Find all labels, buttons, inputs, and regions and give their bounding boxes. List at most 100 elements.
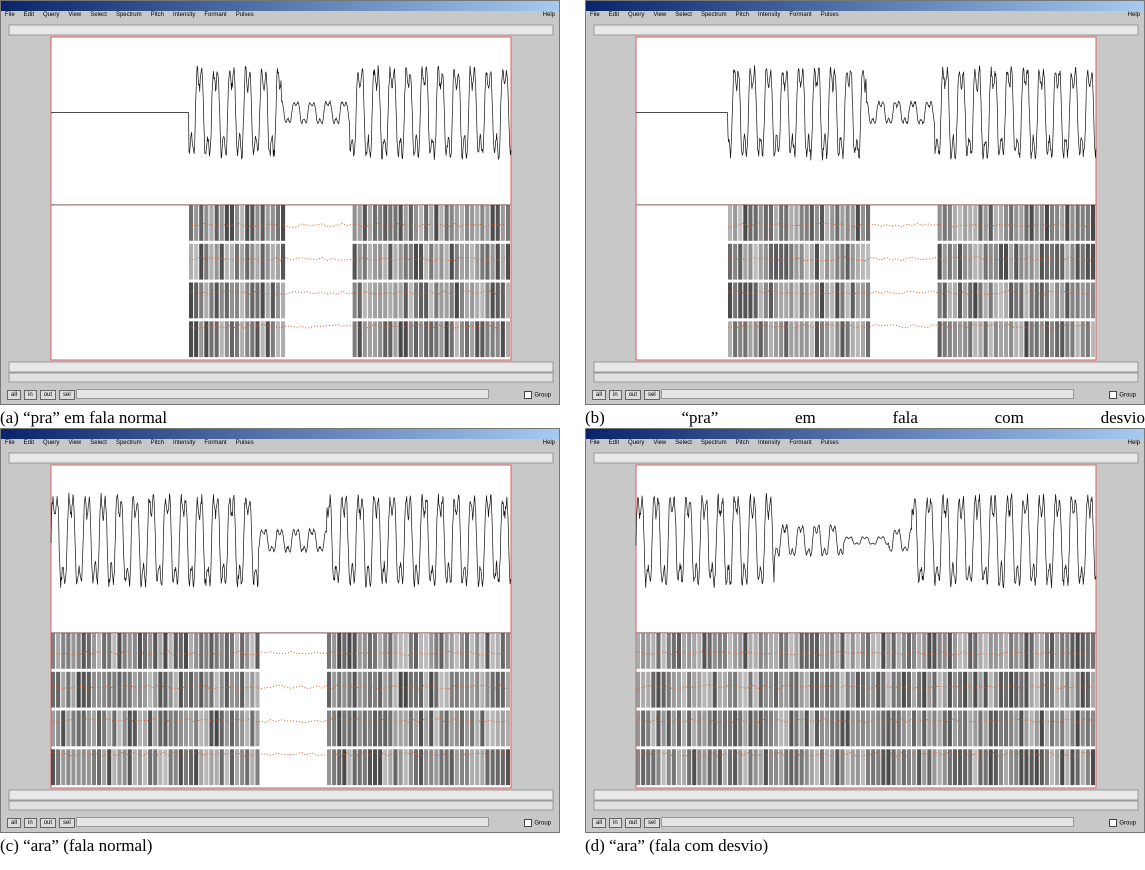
spectrogram-cell bbox=[204, 633, 209, 669]
spectrogram-cell bbox=[1060, 282, 1065, 319]
spectrogram-cell bbox=[784, 671, 789, 708]
spectrogram-cell bbox=[758, 321, 763, 358]
spectrogram-cell bbox=[774, 321, 779, 358]
spectrogram-cell bbox=[347, 671, 352, 708]
spectrogram-cell bbox=[240, 710, 245, 747]
spectrogram-cell bbox=[367, 321, 372, 358]
spectrogram-cell bbox=[429, 282, 434, 319]
praat-window: File Edit Query View Select Spectrum Pitch Inte… bbox=[585, 428, 1145, 833]
spectrogram-cell bbox=[209, 243, 214, 280]
spectrogram-cell bbox=[240, 205, 245, 241]
zoom-buttons: all in out sel bbox=[592, 818, 660, 828]
spectrogram-cell bbox=[408, 282, 413, 319]
spectrogram-cell bbox=[347, 749, 352, 786]
spectrogram-cell bbox=[988, 243, 993, 280]
spectrogram-cell bbox=[804, 749, 809, 786]
spectrogram-cell bbox=[860, 321, 865, 358]
spectrogram-cell bbox=[500, 205, 505, 241]
spectrogram-cell bbox=[495, 282, 500, 319]
menu-item: File bbox=[590, 12, 600, 18]
praat-window: File Edit Query View Select Spectrum Pitch Inte… bbox=[585, 0, 1145, 405]
spectrogram-cell bbox=[163, 710, 168, 747]
spectrogram-cell bbox=[173, 749, 178, 786]
spectrogram-cell bbox=[993, 633, 998, 669]
formant-track bbox=[188, 290, 507, 296]
spectrogram-cell bbox=[738, 710, 743, 747]
spectrogram-cell bbox=[362, 205, 367, 241]
spectrogram-cell bbox=[199, 710, 204, 747]
spectrogram-cell bbox=[81, 749, 86, 786]
spectrogram-cell bbox=[66, 671, 71, 708]
spectrogram-cell bbox=[352, 205, 357, 241]
spectrogram-cell bbox=[722, 671, 727, 708]
spectrogram-cell bbox=[490, 671, 495, 708]
spectrogram-cell bbox=[896, 633, 901, 669]
spectrogram-cell bbox=[424, 282, 429, 319]
menu-item: Pitch bbox=[735, 440, 749, 446]
spectrogram-cell bbox=[963, 321, 968, 358]
spectrogram-cell bbox=[917, 749, 922, 786]
spectrogram-cell bbox=[490, 282, 495, 319]
spectrogram-cell bbox=[758, 749, 763, 786]
spectrogram-cell bbox=[998, 282, 1003, 319]
spectrogram-cell bbox=[505, 282, 510, 319]
spectrogram-cell bbox=[912, 633, 917, 669]
spectrogram-cell bbox=[465, 671, 470, 708]
spectrogram-cell bbox=[789, 321, 794, 358]
spectrogram-cell bbox=[738, 282, 743, 319]
spectrogram-cell bbox=[891, 633, 896, 669]
spectrogram-cell bbox=[794, 282, 799, 319]
menu-item: File bbox=[5, 440, 15, 446]
spectrogram-cell bbox=[973, 710, 978, 747]
spectrogram-cell bbox=[937, 749, 942, 786]
spectrogram-cell bbox=[204, 749, 209, 786]
spectrogram-cell bbox=[958, 282, 963, 319]
spectrogram-cell bbox=[219, 243, 224, 280]
spectrogram-cell bbox=[947, 282, 952, 319]
spectrogram-cell bbox=[373, 749, 378, 786]
spectrogram-cell bbox=[393, 633, 398, 669]
spectrogram-cell bbox=[183, 633, 188, 669]
spectrogram-cell bbox=[855, 749, 860, 786]
spectrogram-cell bbox=[352, 321, 357, 358]
spectrogram-cell bbox=[408, 633, 413, 669]
spectrogram-cell bbox=[993, 749, 998, 786]
spectrogram-cell bbox=[958, 633, 963, 669]
spectrogram-cell bbox=[500, 321, 505, 358]
spectrogram-cell bbox=[712, 671, 717, 708]
spectrogram-cell bbox=[855, 321, 860, 358]
spectrogram-cell bbox=[102, 710, 107, 747]
spectrogram-cell bbox=[1039, 671, 1044, 708]
spectrogram-cell bbox=[963, 633, 968, 669]
spectrogram-cell bbox=[983, 243, 988, 280]
spectrogram-cell bbox=[651, 671, 656, 708]
spectrogram-cell bbox=[419, 710, 424, 747]
spectrogram-cell bbox=[1070, 243, 1075, 280]
spectrogram-cell bbox=[505, 633, 510, 669]
help-menu: Help bbox=[1127, 12, 1140, 18]
spectrogram-cell bbox=[132, 749, 137, 786]
spectrogram-cell bbox=[1075, 205, 1080, 241]
spectrogram-cell bbox=[722, 633, 727, 669]
spectrogram-cell bbox=[327, 710, 332, 747]
spectrogram-cell bbox=[799, 321, 804, 358]
spectrogram-cell bbox=[763, 205, 768, 241]
spectrogram-cell bbox=[789, 671, 794, 708]
spectrogram-cell bbox=[1070, 321, 1075, 358]
spectrogram-cell bbox=[480, 205, 485, 241]
spectrogram-cell bbox=[947, 205, 952, 241]
spectrogram-cell bbox=[1009, 282, 1014, 319]
spectrogram-cell bbox=[1080, 633, 1085, 669]
spectrogram-cell bbox=[973, 749, 978, 786]
spectrogram-cell bbox=[178, 710, 183, 747]
spectrogram-cell bbox=[1019, 671, 1024, 708]
spectrogram-cell bbox=[332, 671, 337, 708]
spectrogram-cell bbox=[434, 633, 439, 669]
waveform-area bbox=[635, 464, 1097, 634]
menu-item: Spectrum bbox=[700, 12, 727, 18]
spectrogram-cell bbox=[449, 633, 454, 669]
spectrogram-cell bbox=[784, 633, 789, 669]
spectrogram-cell bbox=[763, 321, 768, 358]
spectrogram-cell bbox=[398, 243, 403, 280]
spectrogram-cell bbox=[199, 205, 204, 241]
